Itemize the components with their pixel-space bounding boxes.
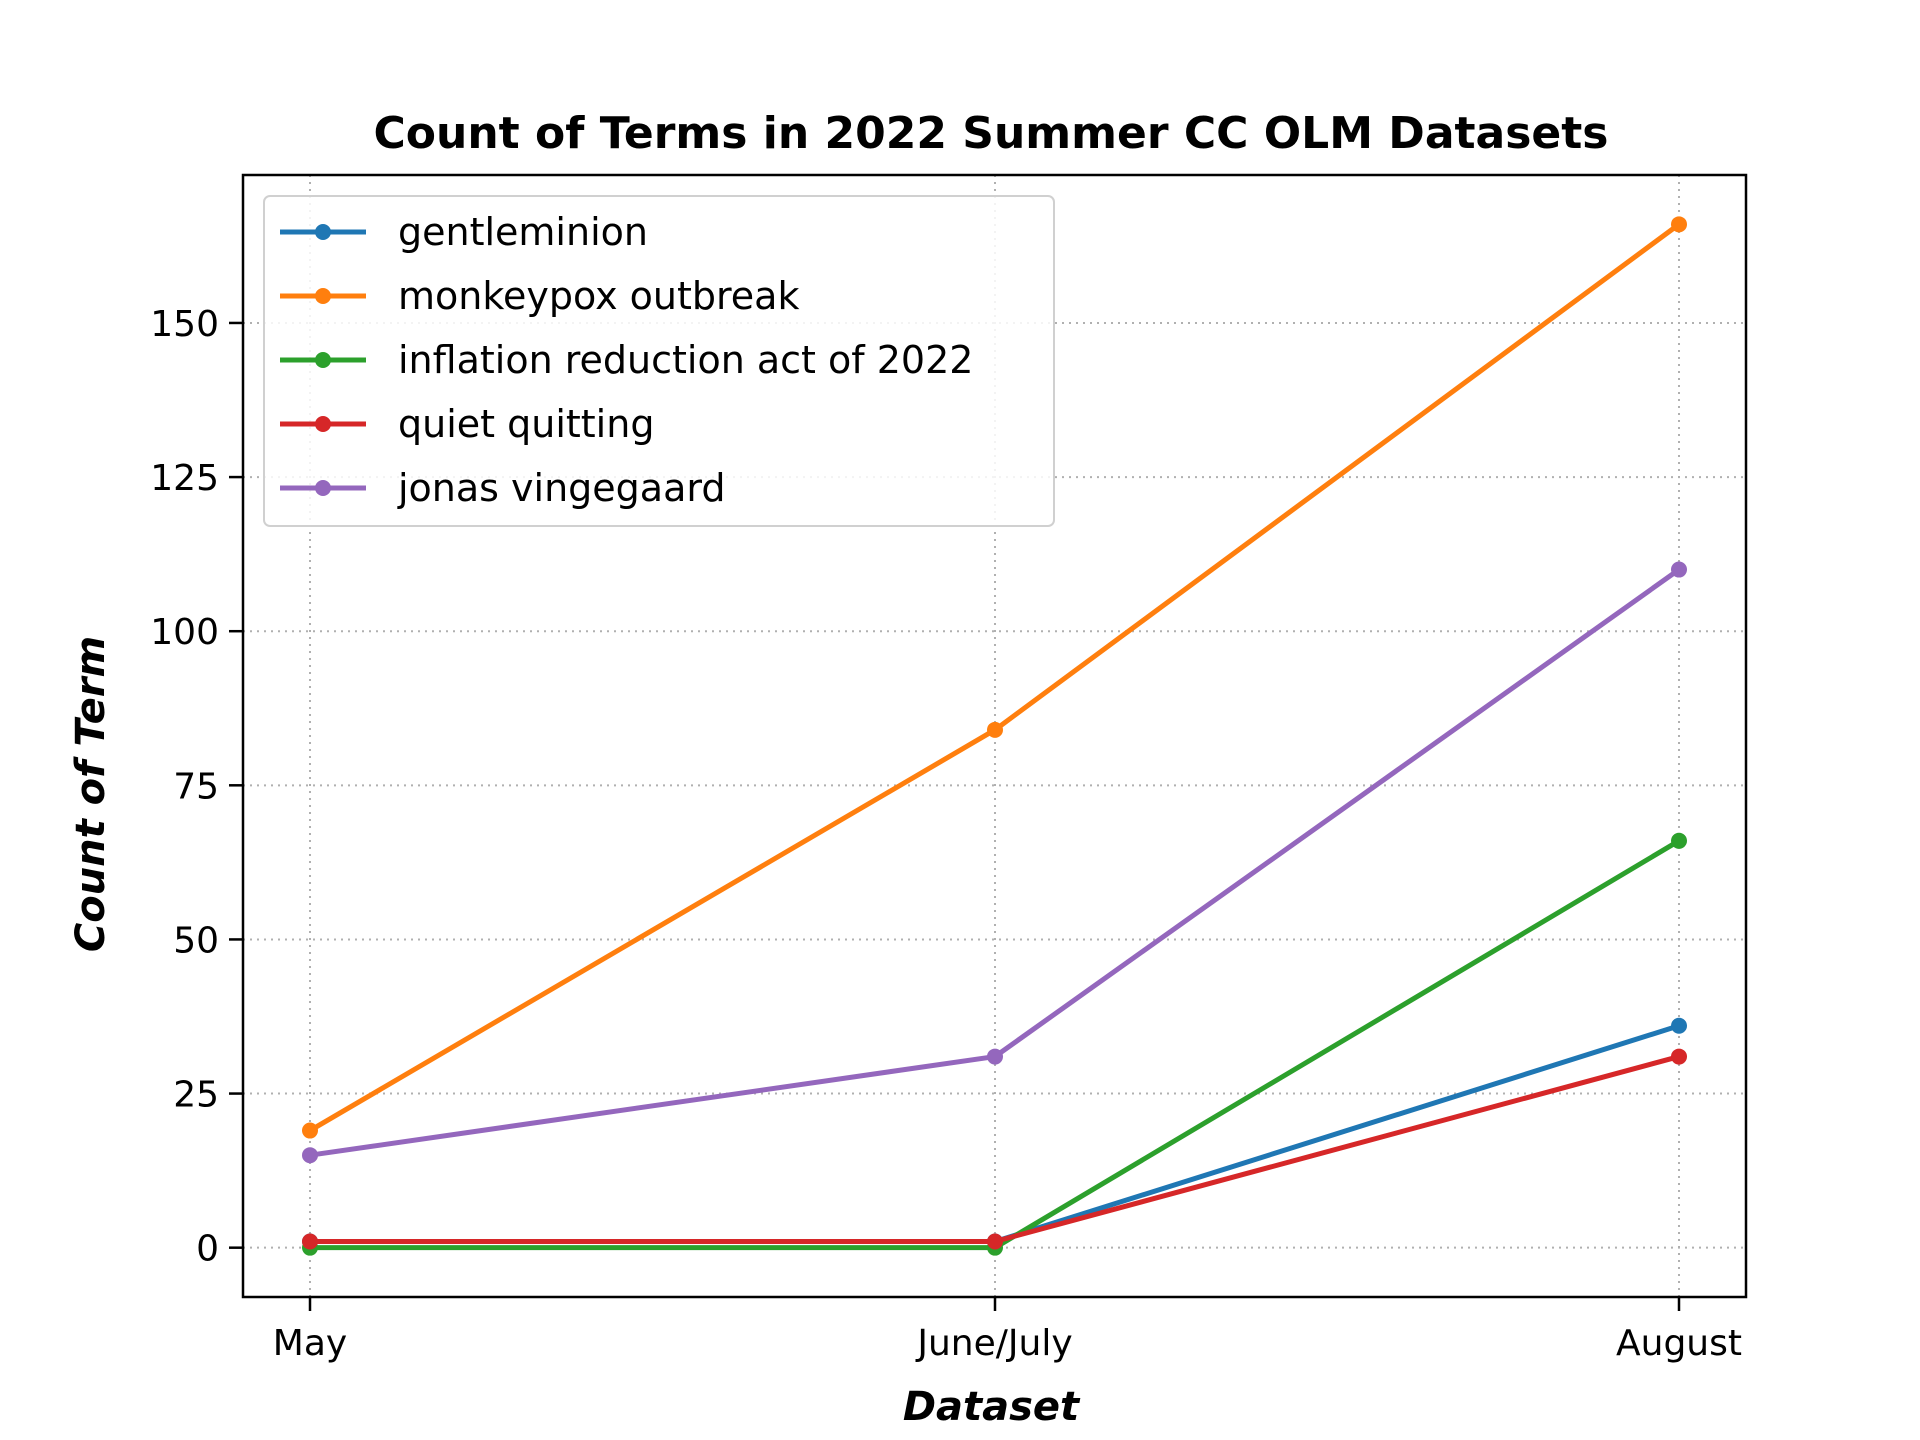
legend-entry: quiet quitting: [280, 402, 654, 446]
x-axis: May June/July August: [273, 1297, 1742, 1364]
y-tick-label: 125: [150, 458, 219, 499]
y-axis-label: Count of Term: [68, 636, 114, 952]
legend-entry: inflation reduction act of 2022: [280, 338, 973, 382]
legend-entry: gentleminion: [280, 210, 648, 254]
legend-label: quiet quitting: [398, 402, 654, 446]
legend-swatch-marker: [315, 416, 331, 432]
series-4: [302, 1048, 1687, 1250]
x-tick-label: May: [273, 1323, 347, 1364]
legend-label: monkeypox outbreak: [398, 274, 799, 318]
y-tick-label: 0: [196, 1229, 219, 1270]
y-axis: 0 25 50 75 100 125 150: [150, 304, 243, 1270]
legend-label: inflation reduction act of 2022: [398, 338, 973, 382]
y-tick-label: 100: [150, 612, 219, 653]
legend-label: jonas vingegaard: [397, 466, 725, 510]
x-tick-label: June/July: [915, 1323, 1072, 1364]
x-axis-label: Dataset: [903, 1384, 1081, 1430]
y-tick-label: 75: [173, 766, 219, 807]
data-point: [1671, 216, 1687, 233]
data-point: [987, 721, 1003, 738]
y-tick-label: 50: [173, 920, 219, 961]
legend-swatch-marker: [315, 352, 331, 368]
legend-swatch-marker: [315, 480, 331, 496]
data-point: [1671, 832, 1687, 849]
legend-swatch-marker: [315, 288, 331, 304]
data-point: [987, 1233, 1003, 1250]
series-layer: [302, 216, 1687, 1256]
legend-entry: jonas vingegaard: [280, 466, 725, 510]
chart-title: Count of Terms in 2022 Summer CC OLM Dat…: [374, 108, 1609, 159]
data-point: [1671, 1017, 1687, 1034]
y-tick-label: 25: [173, 1075, 219, 1116]
data-point: [302, 1233, 318, 1250]
x-tick-label: August: [1616, 1323, 1742, 1364]
legend-box: [263, 195, 1055, 527]
data-point: [302, 1122, 318, 1139]
legend: gentleminion monkeypox outbreak inflation …: [263, 195, 1055, 527]
legend-entry: monkeypox outbreak: [280, 274, 799, 318]
legend-swatch-marker: [315, 224, 331, 240]
data-point: [302, 1147, 318, 1164]
y-tick-label: 150: [150, 304, 219, 345]
data-point: [987, 1048, 1003, 1065]
data-point: [1671, 1048, 1687, 1065]
series-5: [302, 561, 1687, 1164]
series-2: [302, 216, 1687, 1139]
legend-label: gentleminion: [398, 210, 648, 254]
data-point: [1671, 561, 1687, 578]
